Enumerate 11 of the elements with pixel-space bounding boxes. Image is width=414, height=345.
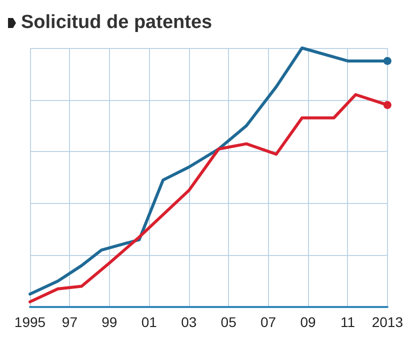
x-tick-label: 11 xyxy=(340,314,356,330)
x-tick-label: 1995 xyxy=(14,314,46,330)
x-tick-label: 2013 xyxy=(372,314,404,330)
x-tick-label: 09 xyxy=(300,314,316,330)
chart-title: Solicitud de patentes xyxy=(21,12,212,34)
x-tick-label: 07 xyxy=(260,314,276,330)
x-tick-label: 05 xyxy=(220,314,237,330)
x-tick-label: 99 xyxy=(102,314,118,330)
x-tick-label: 01 xyxy=(141,314,158,330)
x-tick-label: 03 xyxy=(181,314,197,330)
x-tick-label: 97 xyxy=(62,314,78,330)
